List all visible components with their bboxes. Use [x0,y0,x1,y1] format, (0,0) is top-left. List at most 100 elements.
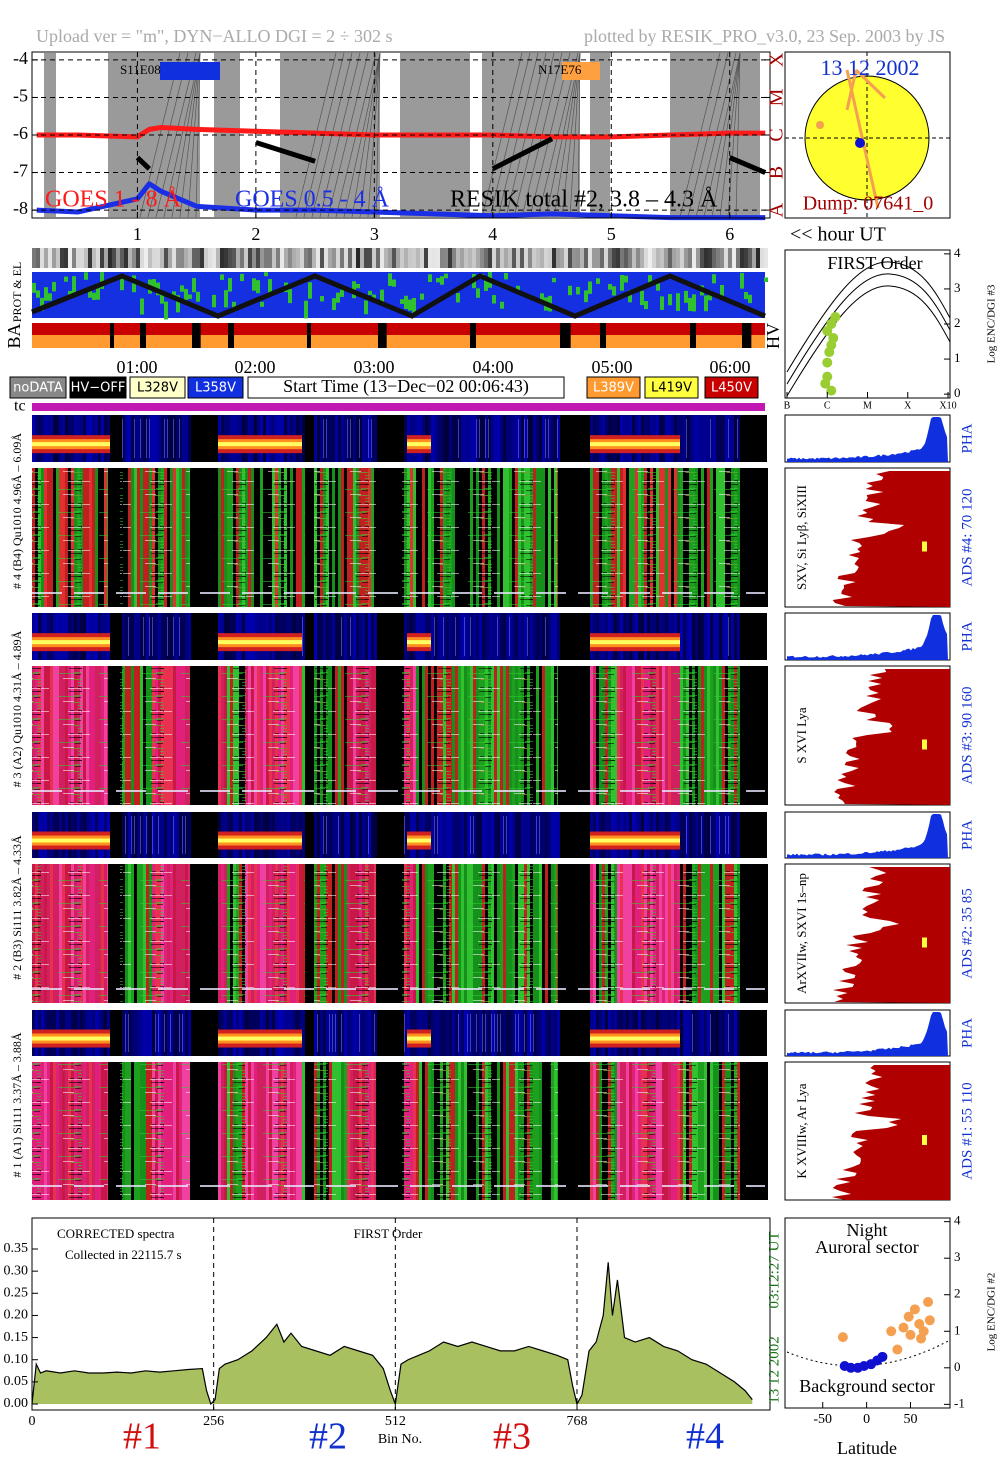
pha-band [89,640,92,645]
pha-band [620,1036,623,1041]
gap [398,613,401,660]
pha-cell [728,812,731,858]
pha-cell [362,1010,365,1056]
prot-cell [552,277,556,283]
gap [113,812,116,858]
y-tick-label: -6 [13,123,28,143]
attitude-cell [200,248,204,268]
pha-band [677,1036,680,1041]
pha-streak [719,816,720,854]
pha-cell [698,613,701,660]
prot-cell [132,275,136,293]
attitude-cell [268,248,272,268]
pha-band [38,442,41,447]
pha-cell [542,613,545,660]
legend-entry: GOES 0.5 - 4 Å [235,187,390,213]
pha-band [641,640,644,645]
pha-band [50,1036,53,1041]
attitude-cell [604,248,608,268]
pha-band [242,1036,245,1041]
pha-cell [170,613,173,660]
pha-cell [500,812,503,858]
pha-band [32,838,35,843]
pha-cell [551,613,554,660]
pha-band [419,838,422,843]
pha-cell [710,1010,713,1056]
prot-cell [368,290,372,296]
pha-cell [701,1010,704,1056]
gap [566,812,569,858]
pha-band [56,640,59,645]
ba-gap [378,323,387,348]
pha-cell [146,1010,149,1056]
attitude-cell [160,248,164,268]
gap [740,468,768,607]
pha-cell [446,415,449,462]
prot-cell [240,273,244,282]
scatter-point [918,1326,929,1337]
pha-band [647,838,650,843]
pha-band [419,1036,422,1041]
pha-streak [482,1014,483,1052]
prot-cell [256,280,260,294]
pha-cell [506,812,509,858]
prot-cell [40,297,44,311]
pha-cell [488,1010,491,1056]
pha-cell [551,415,554,462]
pha-cell [704,812,707,858]
gap [305,613,308,660]
pha-band [107,1036,110,1041]
pha-cell [176,613,179,660]
pha-cell [533,812,536,858]
gap [215,613,218,660]
pha-band [275,640,278,645]
pha-band [77,442,80,447]
gap [764,613,767,660]
pha-cell [527,415,530,462]
prot-cell [596,278,600,284]
pha-band [38,640,41,645]
pha-cell [716,415,719,462]
pha-cell [482,415,485,462]
y2-tick-label: B [766,166,788,179]
pha-band [80,838,83,843]
attitude-cell [564,248,568,268]
pha-band [221,838,224,843]
pha-cell [545,415,548,462]
attitude-cell [116,248,120,268]
pha-band [98,838,101,843]
gap [389,812,392,858]
attitude-cell [672,248,676,268]
gap [755,415,758,462]
pha-band [35,1036,38,1041]
pha-band [59,442,62,447]
pha-streak [359,1014,360,1052]
pha-cell [437,613,440,660]
pha-band [674,838,677,843]
legend-label: L328V [137,381,178,396]
pha-cell [698,1010,701,1056]
pha-streak [125,816,126,854]
pha-band [623,640,626,645]
pha-streak [725,816,726,854]
gap [743,1010,746,1056]
pha-band [74,442,77,447]
pha-band [293,640,296,645]
pha-label: PHA [959,423,975,453]
y2-tick-label: A [766,202,788,217]
pha-band [296,640,299,645]
attitude-cell [224,248,228,268]
pha-band [101,640,104,645]
pha-band [272,838,275,843]
gap [191,613,194,660]
pha-streak [152,617,153,656]
pha-band [239,1036,242,1041]
gap [395,415,398,462]
pha-band [92,838,95,843]
prot-cell [668,294,672,306]
prot-cell [364,300,368,315]
gap [377,415,380,462]
gap [740,613,743,660]
pha-cell [137,613,140,660]
pha-band [290,838,293,843]
